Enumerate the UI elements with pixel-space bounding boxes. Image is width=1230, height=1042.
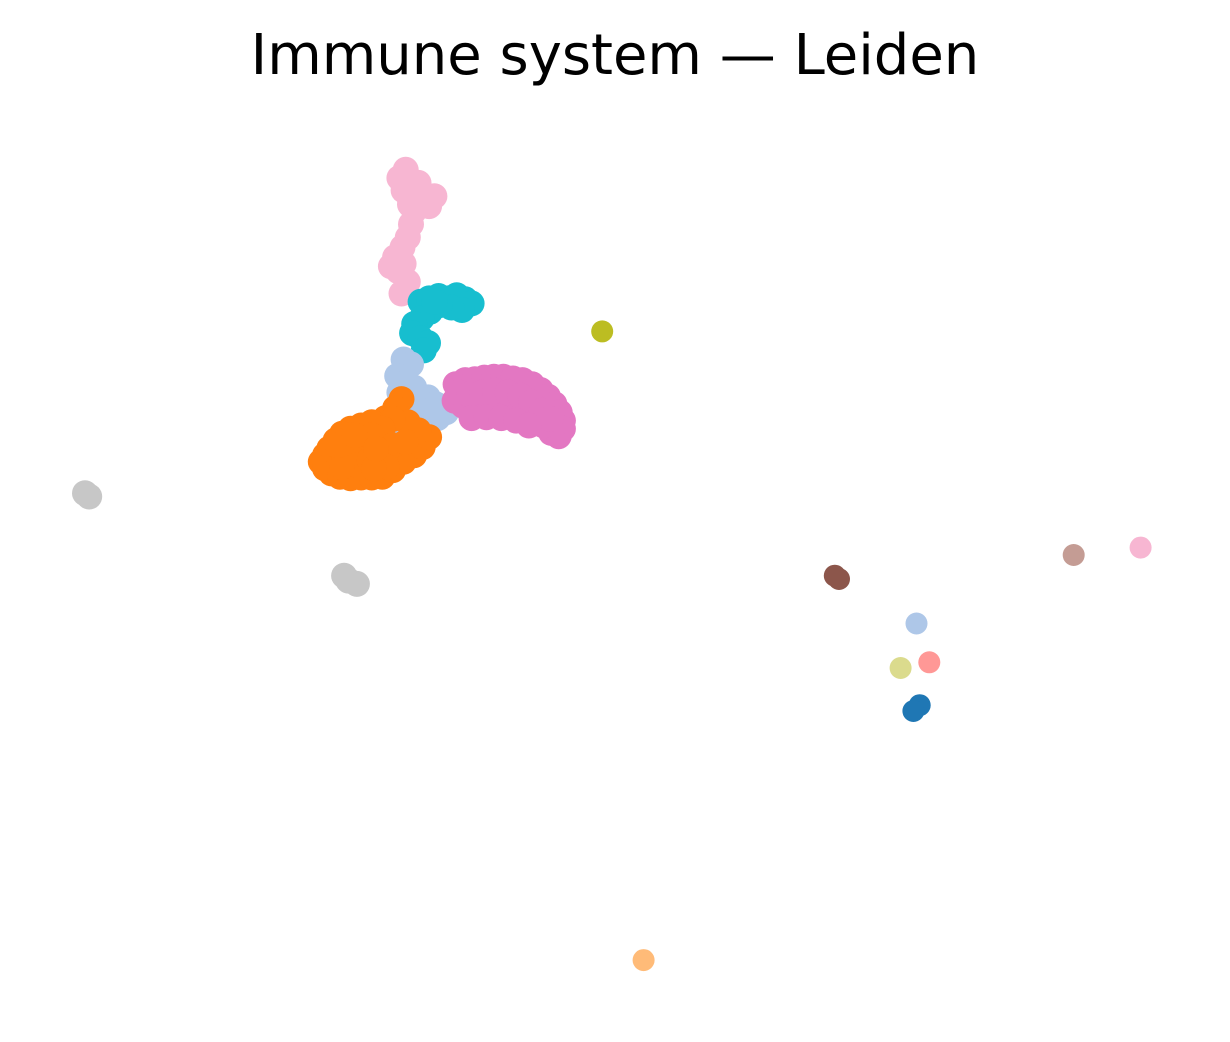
scatter-point-cluster-4-40: [515, 412, 542, 439]
scatter-point-cluster-5-38: [329, 453, 355, 480]
scatter-point-cluster-5-35: [392, 429, 419, 455]
scatter-point-cluster-11-0: [918, 651, 941, 674]
scatter-point-cluster-4-35: [537, 405, 564, 432]
scatter-point-cluster-1-17: [421, 288, 448, 315]
scatter-point-cluster-6-4: [331, 562, 358, 589]
scatter-point-cluster-12-0: [889, 657, 912, 679]
scatter-point-cluster-9-0: [1129, 536, 1152, 559]
scatter-point-cluster-13-1: [902, 700, 925, 722]
scatter-point-cluster-5-37: [360, 455, 387, 482]
scatter-point-cluster-5-41: [363, 435, 389, 462]
chart-title: Immune system — Leiden: [250, 23, 980, 88]
scatter-point-cluster-10-0: [905, 612, 928, 635]
scatter-point-cluster-0-17: [397, 191, 423, 218]
scatter-point-cluster-2-0: [591, 320, 614, 343]
points-layer: [72, 156, 1152, 972]
scatter-point-cluster-14-0: [632, 949, 655, 972]
scatter-point-cluster-5-40: [341, 422, 368, 449]
scatter-point-cluster-6-1: [76, 483, 103, 510]
scatter-point-cluster-8-0: [1062, 544, 1085, 566]
scatter-point-cluster-7-1: [828, 568, 850, 590]
scatter-point-cluster-0-19: [392, 156, 419, 183]
